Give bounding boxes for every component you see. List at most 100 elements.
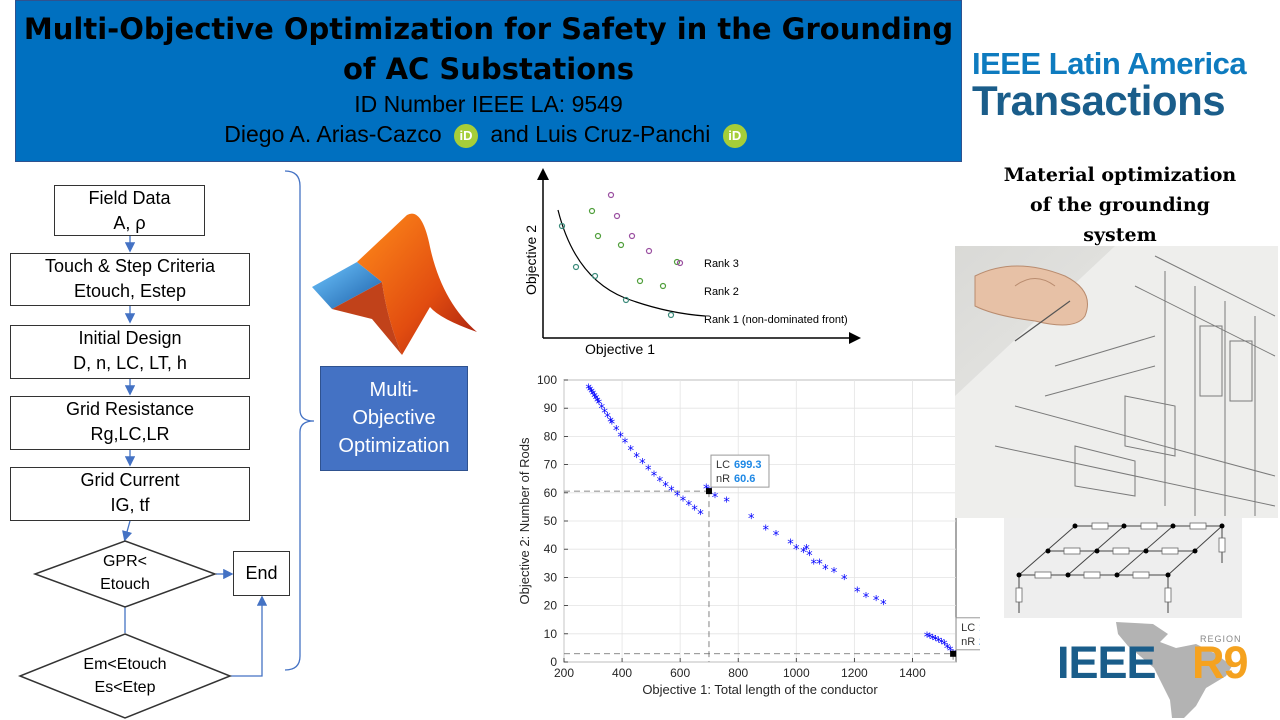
data-point[interactable]: * <box>944 642 951 657</box>
data-point[interactable]: * <box>613 424 620 439</box>
initial-design-box: Initial Design D, n, LC, LT, h <box>10 325 250 379</box>
data-point[interactable]: * <box>880 598 887 613</box>
data-point[interactable]: * <box>590 389 597 404</box>
data-point[interactable]: * <box>591 391 598 406</box>
data-point[interactable]: * <box>927 632 934 647</box>
data-point[interactable]: * <box>609 418 616 433</box>
orcid-icon[interactable]: iD <box>454 123 479 148</box>
data-point[interactable]: * <box>633 451 640 466</box>
data-point[interactable]: * <box>587 384 594 399</box>
data-point[interactable]: * <box>841 573 848 588</box>
datatip-lc-label: LC <box>961 622 975 634</box>
data-point[interactable]: * <box>585 382 592 397</box>
data-point[interactable]: * <box>935 635 942 650</box>
data-point[interactable]: * <box>941 639 948 654</box>
data-point[interactable]: * <box>816 557 823 572</box>
r9-ieee-text: IEEE <box>1057 637 1157 688</box>
grid-current-title: Grid Current <box>80 470 180 490</box>
rank2-label: Rank 2 <box>704 286 739 298</box>
data-point[interactable]: * <box>748 512 755 527</box>
x-tick-label: 400 <box>612 666 632 680</box>
data-point[interactable]: * <box>601 407 608 422</box>
material-title-line1: Material optimization <box>1003 164 1237 186</box>
data-point[interactable]: * <box>854 586 861 601</box>
x-tick-label: 1200 <box>841 666 868 680</box>
data-point[interactable]: * <box>806 549 813 564</box>
data-point[interactable]: * <box>607 416 614 431</box>
decision-2-text: Em<Etouch Es<Etep <box>20 653 230 699</box>
matlab-logo-icon <box>312 213 477 355</box>
data-point[interactable]: * <box>793 543 800 558</box>
data-point[interactable]: * <box>594 395 601 410</box>
data-point[interactable]: * <box>598 402 605 417</box>
data-point[interactable]: * <box>810 557 817 572</box>
grounding-grid-icon <box>1015 522 1226 613</box>
y-tick-label: 100 <box>537 373 557 387</box>
data-point[interactable]: * <box>686 499 693 514</box>
datatip-lc-value: 699.3 <box>734 459 762 471</box>
data-point[interactable]: * <box>639 457 646 472</box>
data-point[interactable]: * <box>668 485 675 500</box>
data-point[interactable]: * <box>712 491 719 506</box>
data-point[interactable]: * <box>628 444 635 459</box>
datatip-box <box>710 454 770 488</box>
decision-1-line2: Etouch <box>100 576 150 593</box>
datatip-nr-value: 2.915 <box>979 636 980 648</box>
data-point[interactable]: * <box>930 633 937 648</box>
grid-resistance-box: Grid Resistance Rg,LC,LR <box>10 396 250 450</box>
rank3-label: Rank 3 <box>704 258 739 270</box>
data-point[interactable]: * <box>593 393 600 408</box>
data-point[interactable]: * <box>604 411 611 426</box>
y-tick-label: 80 <box>544 429 558 443</box>
material-title-line2: of the grounding <box>1030 194 1210 216</box>
data-point[interactable]: * <box>938 637 945 652</box>
data-point[interactable]: * <box>787 538 794 553</box>
data-point[interactable]: * <box>763 523 770 538</box>
data-point[interactable]: * <box>723 495 730 510</box>
datatip-lc-label: LC <box>716 459 730 471</box>
data-point[interactable]: * <box>932 634 939 649</box>
data-point[interactable]: * <box>697 508 704 523</box>
data-point[interactable]: * <box>822 563 829 578</box>
data-point[interactable]: * <box>651 470 658 485</box>
y-tick-label: 50 <box>544 514 558 528</box>
data-point[interactable]: * <box>674 490 681 505</box>
data-point[interactable]: * <box>863 591 870 606</box>
moo-line1: Multi- <box>369 379 419 401</box>
data-point[interactable]: * <box>873 594 880 609</box>
data-point[interactable]: * <box>680 494 687 509</box>
material-title: Material optimization of the grounding s… <box>980 160 1260 250</box>
latin-america-map-icon <box>1116 622 1232 718</box>
end-box: End <box>233 551 290 596</box>
moo-box: Multi- Objective Optimization <box>320 366 468 471</box>
data-point[interactable]: * <box>831 566 838 581</box>
decision-diamond-1 <box>32 540 218 608</box>
data-point[interactable]: * <box>662 480 669 495</box>
data-point[interactable]: * <box>657 475 664 490</box>
criteria-box: Touch & Step Criteria Etouch, Estep <box>10 253 250 306</box>
data-point[interactable]: * <box>773 529 780 544</box>
data-point[interactable]: * <box>691 504 698 519</box>
y-axis-label: Objective 2: Number of Rods <box>517 437 532 604</box>
flowchart-connectors <box>17 170 315 719</box>
pareto-rank-diagram: Rank 3 Rank 2 Rank 1 (non-dominated fron… <box>523 168 861 357</box>
decision-2-line2: Es<Etep <box>94 679 156 696</box>
y-tick-label: 40 <box>544 542 558 556</box>
data-point[interactable]: * <box>588 387 595 402</box>
data-point[interactable]: * <box>803 543 810 558</box>
grid-resistance-title: Grid Resistance <box>65 399 195 419</box>
authors: Diego A. Arias-Cazco iD and Luis Cruz-Pa… <box>16 119 961 149</box>
data-point[interactable]: * <box>617 430 624 445</box>
moo-line2: Objective <box>352 407 436 429</box>
data-point[interactable]: * <box>645 463 652 478</box>
moo-line3: Optimization <box>338 435 450 457</box>
data-point[interactable]: * <box>622 437 629 452</box>
x-tick-label: 1000 <box>783 666 810 680</box>
data-point[interactable]: * <box>800 546 807 561</box>
data-point[interactable]: * <box>924 631 931 646</box>
data-point[interactable]: * <box>596 398 603 413</box>
y-tick-label: 30 <box>544 570 558 584</box>
x-tick-label: 800 <box>728 666 748 680</box>
orcid-icon[interactable]: iD <box>722 123 747 148</box>
rank1-label: Rank 1 (non-dominated front) <box>704 314 848 326</box>
